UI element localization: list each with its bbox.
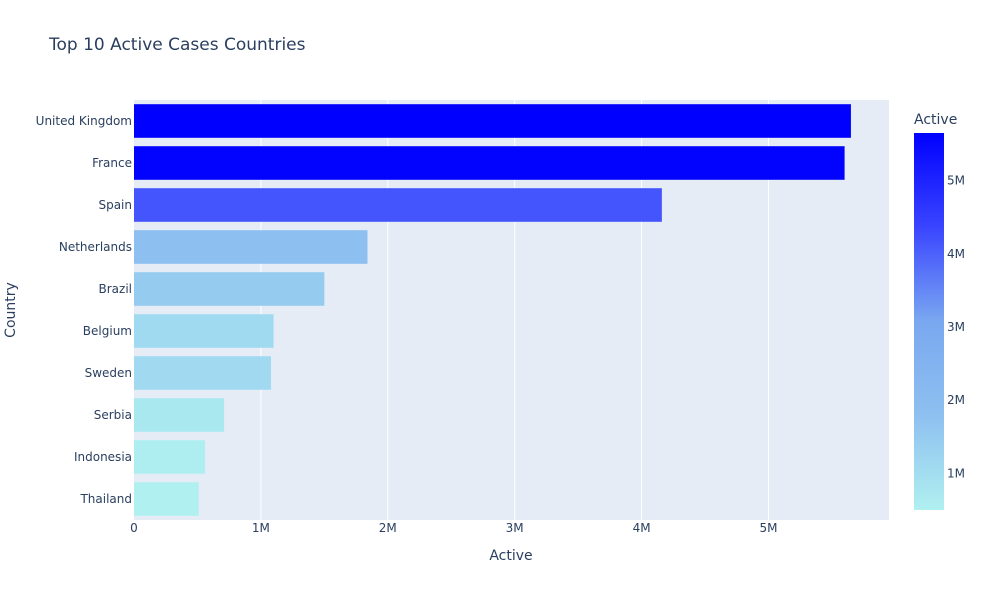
y-tick-label: Serbia (94, 408, 132, 422)
bar (134, 440, 206, 474)
colorbar-tick-labels: 1M 2M 3M 4M 5M (947, 174, 965, 481)
y-tick-label: Belgium (83, 324, 132, 338)
bar (134, 482, 199, 516)
colorbar-tick-label: 5M (947, 174, 965, 188)
bar (134, 356, 272, 390)
colorbar-tick-label: 3M (947, 320, 965, 334)
colorbar-tick-label: 2M (947, 393, 965, 407)
y-tick-label: Brazil (99, 282, 133, 296)
colorbar-tick-label: 1M (947, 466, 965, 480)
bars (134, 104, 851, 516)
colorbar: Active 1M 2M 3M 4M 5M (914, 112, 965, 510)
bar (134, 272, 325, 306)
chart-title: Top 10 Active Cases Countries (48, 35, 306, 55)
y-tick-label: Netherlands (59, 240, 132, 254)
y-axis-title: Country (3, 282, 19, 338)
colorbar-tick-label: 4M (947, 247, 965, 261)
x-tick-label: 4M (633, 521, 651, 535)
bar (134, 230, 368, 264)
colorbar-title: Active (914, 112, 957, 128)
x-tick-label: 3M (506, 521, 524, 535)
y-tick-labels: United Kingdom France Spain Netherlands Braz… (36, 114, 132, 506)
y-tick-label: Sweden (85, 366, 132, 380)
x-tick-label: 5M (759, 521, 777, 535)
y-tick-label: United Kingdom (36, 114, 132, 128)
y-tick-label: Spain (98, 198, 132, 212)
bar (134, 398, 225, 432)
bar (134, 188, 662, 222)
x-tick-label: 2M (379, 521, 397, 535)
y-tick-label: Thailand (79, 492, 132, 506)
bar (134, 104, 851, 138)
x-axis-title: Active (489, 548, 532, 564)
bar (134, 314, 274, 348)
x-tick-label: 1M (252, 521, 270, 535)
x-tick-labels: 0 1M 2M 3M 4M 5M (130, 521, 777, 535)
x-tick-label: 0 (130, 521, 138, 535)
bar (134, 146, 845, 180)
y-tick-label: Indonesia (74, 450, 132, 464)
y-tick-label: France (92, 156, 132, 170)
colorbar-gradient (914, 133, 944, 510)
